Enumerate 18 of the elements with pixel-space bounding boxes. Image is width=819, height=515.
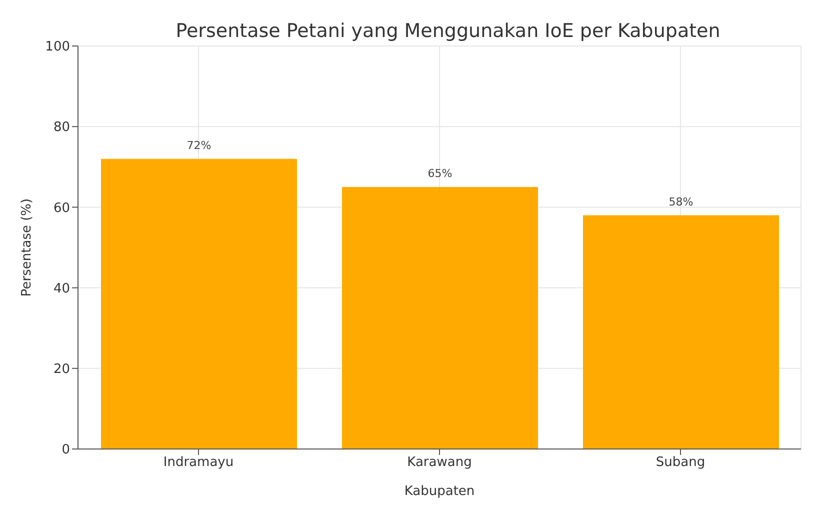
x-axis-title: Kabupaten (404, 484, 475, 499)
data-label: 65% (428, 167, 452, 180)
y-axis-title: Persentase (%) (20, 198, 35, 297)
y-tick-label: 100 (45, 40, 70, 55)
data-label: 72% (186, 138, 212, 152)
y-tick-label: 20 (53, 362, 70, 378)
x-tick-label: Subang (656, 455, 706, 470)
y-tick-label: 80 (53, 120, 70, 136)
chart-title: Persentase Petani yang Menggunakan IoE per Kabupaten (174, 20, 722, 42)
x-tick-label: Karawang (407, 455, 472, 470)
bar (583, 215, 779, 449)
y-tick-label: 0 (62, 442, 70, 458)
data-label: 58% (668, 195, 694, 208)
bar (101, 158, 297, 449)
y-tick-label: 40 (53, 281, 70, 296)
x-tick-label: Indramayu (163, 455, 234, 470)
y-tick-label: 60 (53, 200, 70, 216)
bar (342, 187, 538, 449)
